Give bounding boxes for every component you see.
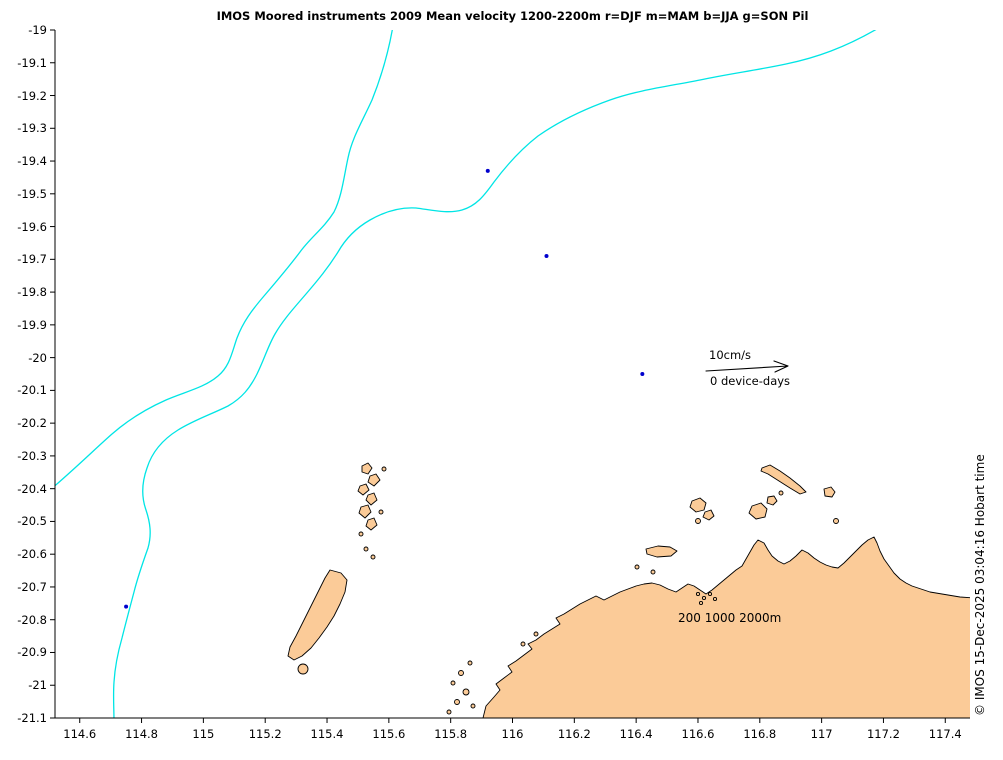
island bbox=[370, 554, 376, 560]
island bbox=[358, 504, 372, 519]
islet bbox=[712, 596, 718, 602]
velocity-scale-arrow bbox=[705, 360, 789, 373]
y-tick-label: -21 bbox=[28, 678, 47, 693]
island bbox=[634, 564, 640, 570]
y-tick-label: -20.7 bbox=[17, 579, 47, 594]
island bbox=[695, 518, 701, 524]
mooring-point bbox=[485, 168, 490, 173]
y-tick-label: -19.9 bbox=[17, 317, 47, 332]
mooring-points bbox=[124, 168, 645, 609]
mooring-point bbox=[124, 604, 129, 609]
island bbox=[760, 464, 807, 495]
tick-marks bbox=[50, 29, 946, 723]
y-tick-label: -20.4 bbox=[17, 481, 47, 496]
x-tick-label: 116.2 bbox=[557, 727, 591, 741]
arrow-shaft-and-head bbox=[705, 360, 789, 373]
island bbox=[650, 569, 656, 575]
y-tick-label: -20 bbox=[28, 350, 47, 365]
land-polygons bbox=[287, 462, 970, 718]
y-tick-label: -21.1 bbox=[17, 711, 47, 725]
mainland-coast bbox=[482, 536, 970, 718]
isobath-legend-label: 200 1000 2000m bbox=[678, 611, 782, 625]
x-tick-label: 117.2 bbox=[866, 727, 900, 741]
islet bbox=[698, 600, 704, 606]
island bbox=[367, 473, 381, 487]
x-tick-label: 116.8 bbox=[743, 727, 777, 741]
islet bbox=[450, 680, 456, 686]
islet bbox=[467, 660, 473, 666]
x-tick-label: 116.6 bbox=[681, 727, 715, 741]
island bbox=[823, 486, 836, 498]
islet bbox=[520, 641, 526, 647]
y-axis-tick-labels: -19 -19.1 -19.2 -19.3 -19.4 -19.5 -19.6 -19.7 -1… bbox=[0, 0, 50, 760]
island bbox=[357, 483, 370, 496]
velocity-scale-label: 10cm/s bbox=[709, 348, 752, 362]
y-tick-label: -19 bbox=[28, 23, 47, 37]
island bbox=[748, 502, 768, 520]
y-tick-label: -20.6 bbox=[17, 547, 47, 562]
island bbox=[833, 518, 839, 524]
y-tick-label: -20.3 bbox=[17, 448, 47, 463]
axes bbox=[50, 29, 970, 723]
island bbox=[297, 663, 309, 675]
barrow-island bbox=[287, 569, 348, 661]
x-tick-label: 115.4 bbox=[310, 727, 344, 741]
island bbox=[778, 490, 784, 496]
y-tick-label: -19.2 bbox=[17, 88, 47, 103]
islet bbox=[458, 670, 464, 676]
bathymetry-contour bbox=[112, 30, 877, 718]
islet bbox=[462, 688, 470, 696]
island bbox=[378, 509, 384, 515]
y-tick-label: -20.1 bbox=[17, 383, 47, 398]
x-tick-label: 115 bbox=[192, 727, 215, 741]
y-tick-label: -19.3 bbox=[17, 121, 47, 136]
island bbox=[381, 466, 387, 472]
island bbox=[358, 531, 364, 537]
y-tick-label: -20.9 bbox=[17, 645, 47, 660]
bathymetry-contour bbox=[55, 30, 393, 487]
x-tick-label: 115.6 bbox=[372, 727, 406, 741]
device-days-label: 0 device-days bbox=[710, 374, 791, 388]
x-tick-label: 117.4 bbox=[928, 727, 962, 741]
islet bbox=[446, 709, 452, 715]
islet bbox=[707, 591, 713, 597]
x-axis-tick-labels: 114.6 114.8 115 115.2 115.4 115.6 115.8 116 116.… bbox=[0, 727, 1003, 743]
x-tick-label: 115.8 bbox=[434, 727, 468, 741]
y-tick-label: -20.8 bbox=[17, 612, 47, 627]
x-tick-label: 115.2 bbox=[248, 727, 282, 741]
y-tick-label: -20.5 bbox=[17, 514, 47, 529]
islet bbox=[454, 699, 460, 705]
island bbox=[702, 509, 715, 521]
island bbox=[365, 517, 378, 531]
islet bbox=[533, 631, 539, 637]
chart-title: IMOS Moored instruments 2009 Mean veloci… bbox=[216, 9, 809, 23]
y-tick-label: -19.1 bbox=[17, 55, 47, 70]
islet bbox=[701, 595, 707, 601]
y-tick-label: -19.7 bbox=[17, 252, 47, 267]
island bbox=[361, 462, 373, 475]
x-tick-label: 114.8 bbox=[125, 727, 159, 741]
y-tick-label: -20.2 bbox=[17, 416, 47, 431]
x-tick-label: 116 bbox=[501, 727, 524, 741]
y-tick-label: -19.8 bbox=[17, 285, 47, 300]
y-tick-label: -19.4 bbox=[17, 154, 47, 169]
islet bbox=[470, 703, 476, 709]
islet bbox=[695, 591, 701, 597]
attribution-text: © IMOS 15-Dec-2025 03:04:16 Hobart time bbox=[973, 454, 987, 716]
y-tick-label: -19.6 bbox=[17, 219, 47, 234]
y-tick-label: -19.5 bbox=[17, 186, 47, 201]
mooring-point bbox=[544, 254, 549, 259]
island bbox=[365, 492, 378, 506]
island bbox=[645, 545, 678, 558]
island bbox=[689, 497, 707, 513]
island bbox=[766, 495, 778, 506]
x-tick-label: 117 bbox=[810, 727, 833, 741]
x-tick-label: 116.4 bbox=[619, 727, 653, 741]
mooring-point bbox=[640, 372, 645, 376]
island bbox=[363, 546, 369, 552]
x-tick-label: 114.6 bbox=[63, 727, 97, 741]
